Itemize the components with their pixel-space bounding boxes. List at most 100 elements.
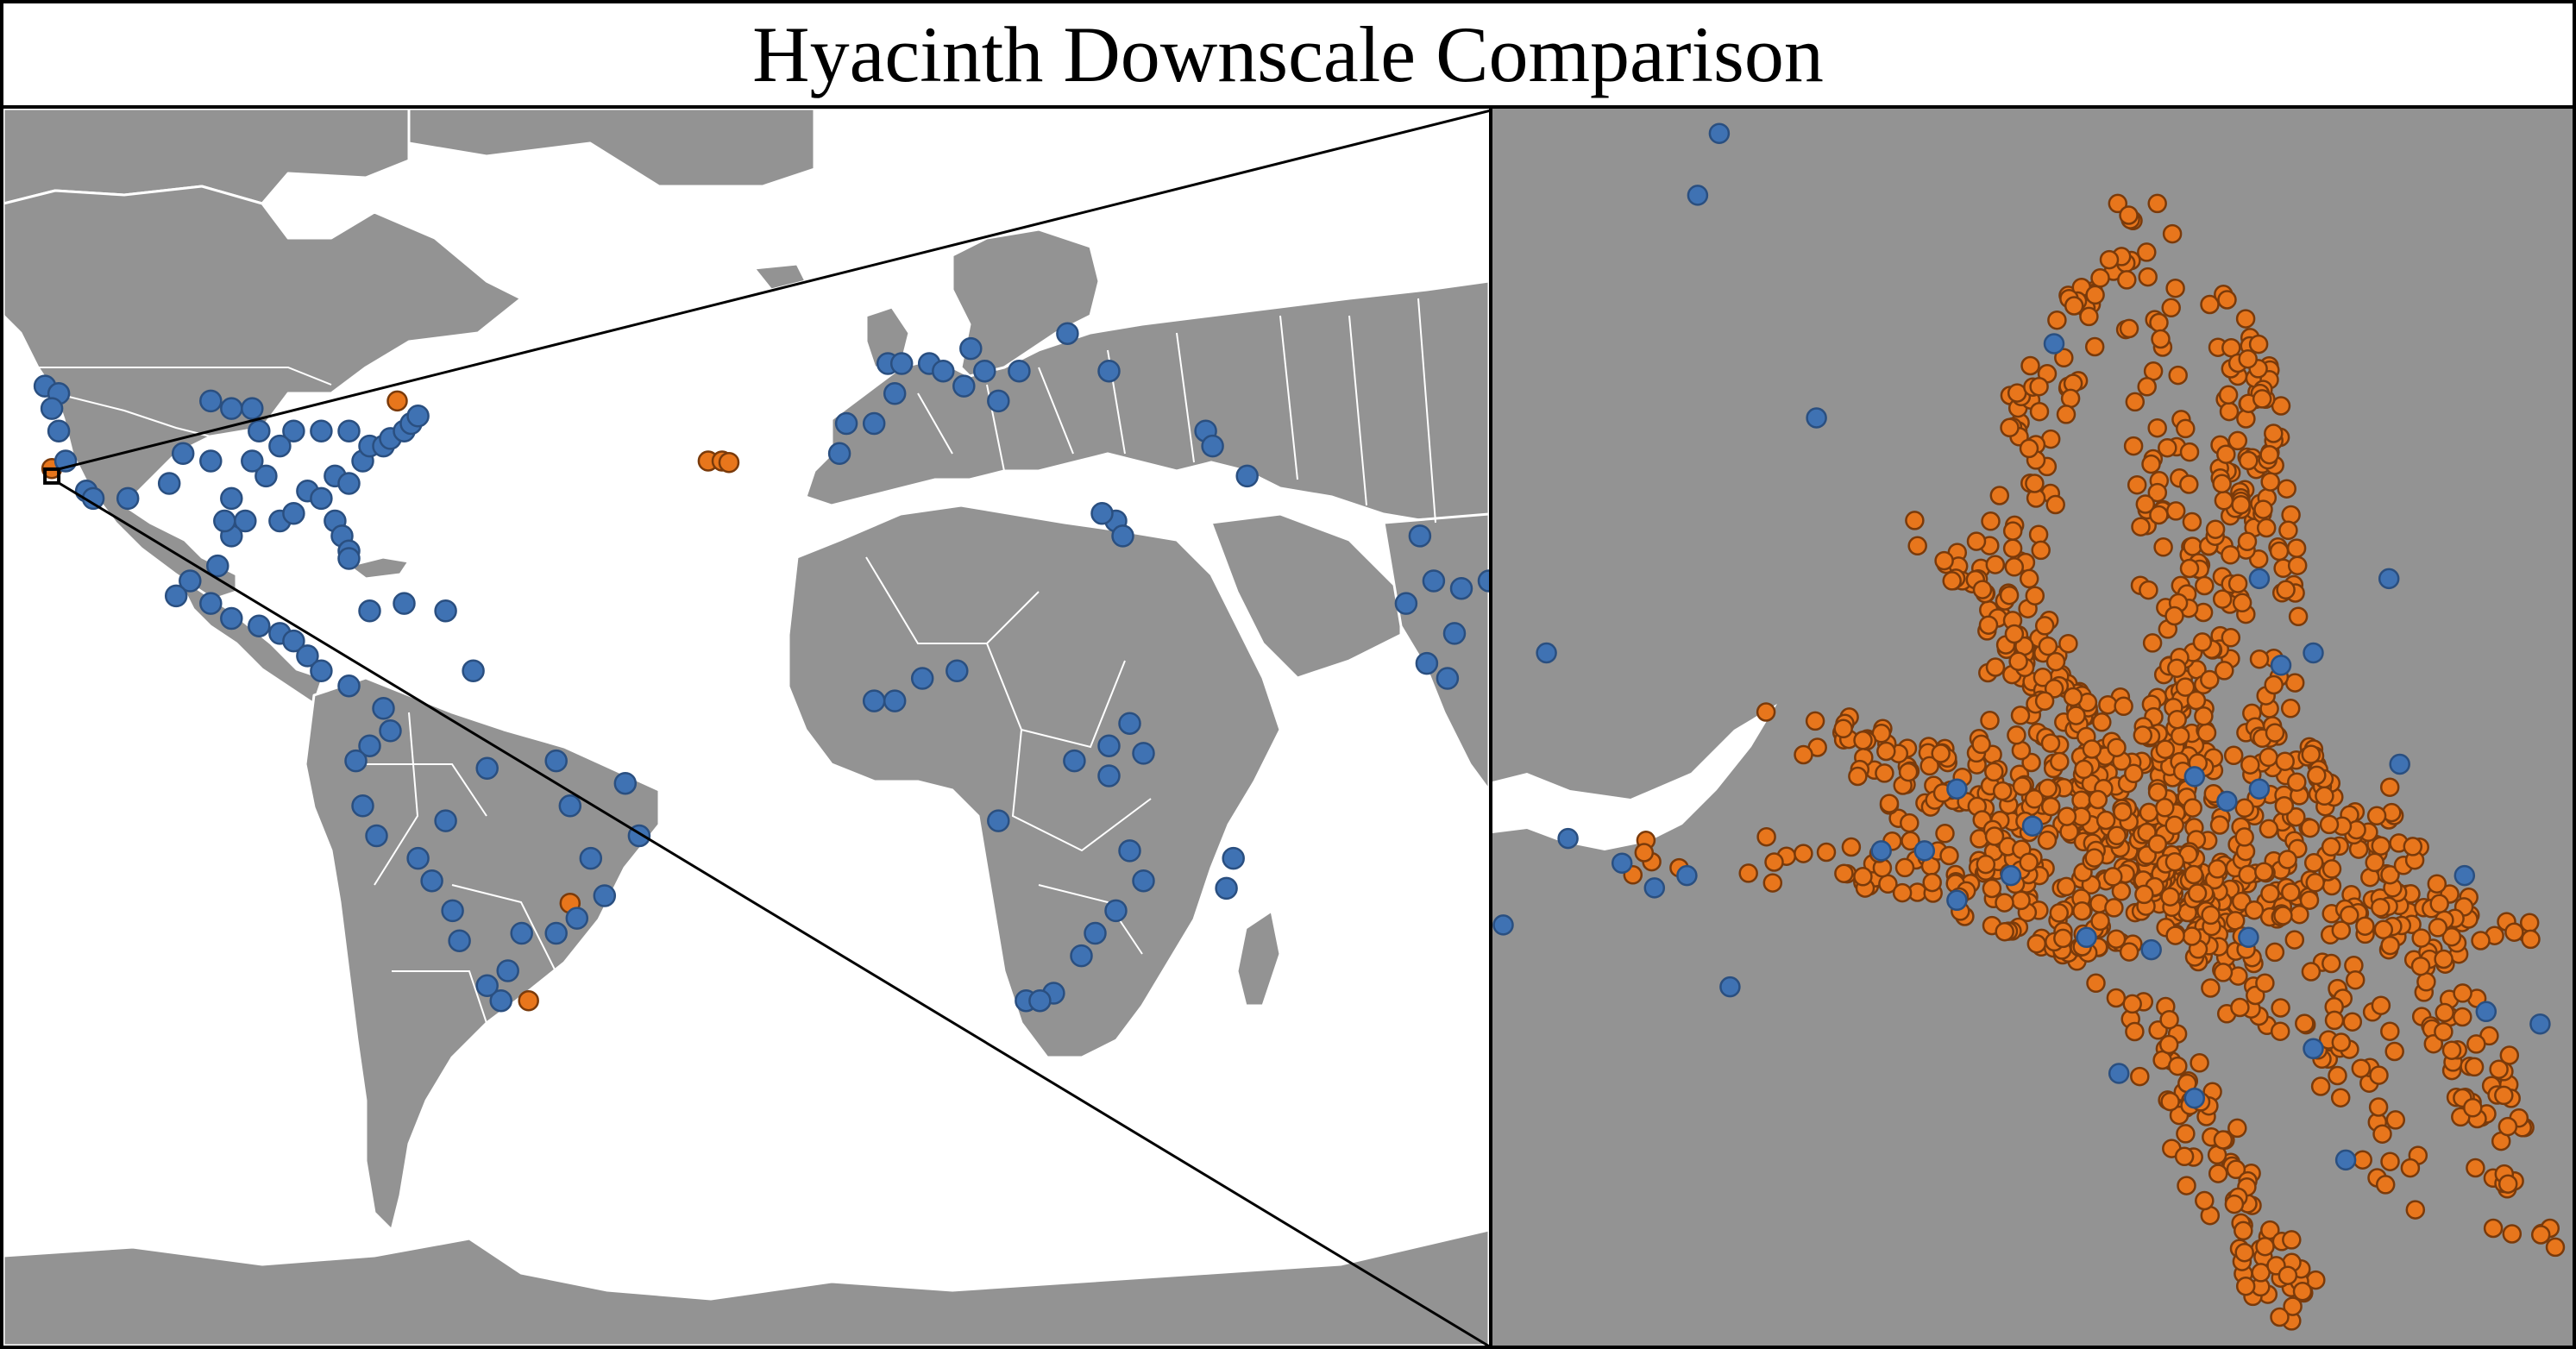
zoom-point-orange [2209, 815, 2230, 835]
zoom-point-orange [2373, 919, 2394, 940]
zoom-point-blue [2529, 1013, 2551, 1035]
world-point-blue [441, 899, 464, 923]
zoom-point-orange [2098, 694, 2118, 715]
zoom-point-blue [2475, 1001, 2497, 1023]
zoom-point-orange [2054, 348, 2074, 368]
zoom-point-orange [1966, 531, 1987, 551]
zoom-point-orange [2441, 1040, 2462, 1060]
zoom-point-orange [1931, 744, 1951, 763]
zoom-point-orange [2155, 739, 2176, 759]
world-point-blue [434, 809, 457, 832]
zoom-point-orange [2164, 851, 2185, 872]
world-point-blue [164, 584, 188, 608]
zoom-point-orange [2155, 798, 2175, 818]
zoom-point-orange [2371, 897, 2391, 918]
zoom-point-orange [2434, 1021, 2453, 1042]
zoom-point-orange [2287, 555, 2308, 575]
zoom-point-orange [2235, 309, 2256, 329]
world-point-blue [420, 869, 443, 893]
zoom-point-orange [2103, 867, 2123, 887]
world-point-blue [593, 884, 617, 907]
zoom-point-orange [2119, 942, 2139, 962]
zoom-point-orange [2218, 385, 2239, 405]
zoom-point-orange [2284, 930, 2305, 950]
zoom-point-orange [1841, 837, 1862, 857]
world-point-blue [1394, 592, 1418, 615]
zoom-point-orange [2494, 1085, 2514, 1106]
zoom-point-orange [2310, 1076, 2331, 1096]
zoom-point-orange [1894, 857, 1915, 878]
zoom-point-orange [1995, 921, 2014, 942]
zoom-point-orange [2380, 935, 2400, 956]
zoom-point-blue [1687, 185, 1709, 206]
zoom-point-orange [2270, 1021, 2290, 1041]
world-point-blue [827, 442, 851, 466]
zoom-point-blue [2303, 1038, 2324, 1060]
world-point-blue [81, 486, 105, 511]
zoom-point-orange [2277, 479, 2296, 499]
zoom-point-orange [2139, 802, 2159, 823]
zoom-point-orange [1972, 580, 1993, 599]
zoom-point-orange [2060, 388, 2081, 409]
zoom-point-orange [2153, 537, 2173, 557]
zoom-point-orange [2165, 925, 2185, 945]
zoom-point-orange [2275, 751, 2295, 771]
zoom-point-orange [2031, 540, 2051, 561]
zoom-point-orange [2125, 1021, 2145, 1042]
zoom-point-orange [2095, 810, 2116, 831]
zoom-point-orange [2049, 903, 2070, 923]
world-point-blue [1104, 899, 1128, 923]
zoom-point-orange [2167, 709, 2187, 730]
zoom-point-orange [1922, 872, 1942, 893]
zoom-point-orange [1762, 873, 1783, 893]
zoom-point-orange [2187, 883, 2208, 903]
world-point-blue [834, 411, 858, 436]
zoom-point-blue [2183, 1087, 2206, 1109]
world-point-blue [544, 749, 568, 773]
zoom-point-blue [2140, 938, 2162, 961]
zoom-point-blue [1913, 840, 1936, 862]
zoom-point-orange [2164, 605, 2184, 626]
world-point-blue [206, 554, 229, 578]
zoom-point-orange [1900, 813, 1919, 833]
world-point-blue [337, 674, 361, 698]
world-point-blue [393, 592, 416, 615]
zoom-point-orange [2002, 538, 2023, 559]
zoom-point-orange [2200, 294, 2220, 315]
world-point-blue [220, 397, 243, 420]
zoom-point-orange [1905, 511, 1925, 530]
zoom-point-orange [2029, 376, 2049, 397]
world-point-blue [627, 824, 651, 848]
zoom-point-orange [2025, 474, 2045, 493]
zoom-point-orange [2237, 531, 2258, 552]
zoom-point-orange [2200, 669, 2220, 690]
zoom-point-orange [2147, 782, 2168, 802]
zoom-point-orange [2141, 454, 2161, 474]
zoom-map [1492, 109, 2573, 1346]
zoom-point-orange [2134, 884, 2154, 905]
world-point-blue [959, 336, 983, 361]
zoom-point-orange [2063, 687, 2083, 707]
zoom-point-orange [2147, 834, 2168, 854]
zoom-point-orange [1892, 882, 1913, 903]
zoom-point-blue [1676, 864, 1698, 887]
world-point-blue [337, 419, 361, 442]
world-point-blue [613, 771, 638, 795]
world-point-blue [862, 411, 886, 436]
zoom-point-orange [2221, 628, 2241, 648]
zoom-point-orange [1764, 852, 1784, 872]
zoom-point-orange [2230, 997, 2250, 1018]
world-point-blue [1449, 576, 1473, 600]
zoom-point-orange [2212, 589, 2233, 609]
zoom-point-orange [2165, 278, 2185, 298]
zoom-point-orange [2028, 524, 2049, 544]
zoom-point-orange [2151, 329, 2171, 349]
world-map-panel [3, 109, 1489, 1346]
zoom-point-blue [1870, 840, 1892, 862]
world-point-blue [883, 382, 907, 405]
world-point-blue [1111, 524, 1134, 548]
zoom-point-orange [2135, 494, 2156, 514]
zoom-point-orange [1853, 867, 1873, 887]
zoom-point-orange [2164, 815, 2184, 836]
world-point-blue [406, 405, 430, 428]
